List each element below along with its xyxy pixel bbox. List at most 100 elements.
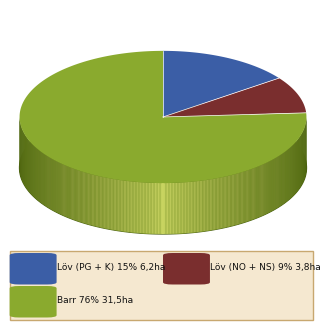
Polygon shape: [147, 183, 149, 234]
Polygon shape: [210, 179, 211, 230]
Polygon shape: [30, 142, 31, 194]
Polygon shape: [102, 177, 104, 228]
Polygon shape: [56, 161, 57, 212]
Polygon shape: [75, 169, 77, 221]
Polygon shape: [80, 171, 82, 222]
Polygon shape: [94, 175, 96, 226]
Polygon shape: [40, 151, 41, 203]
Polygon shape: [161, 183, 162, 234]
Polygon shape: [77, 170, 78, 221]
Polygon shape: [72, 168, 73, 219]
Polygon shape: [217, 178, 218, 229]
Polygon shape: [304, 127, 305, 180]
Polygon shape: [248, 170, 249, 221]
Polygon shape: [129, 181, 131, 232]
Polygon shape: [221, 177, 222, 228]
Polygon shape: [149, 183, 150, 234]
Polygon shape: [218, 178, 219, 229]
Polygon shape: [133, 182, 136, 233]
Polygon shape: [31, 143, 32, 195]
Polygon shape: [65, 165, 66, 216]
Polygon shape: [215, 178, 217, 230]
Polygon shape: [303, 130, 304, 183]
Polygon shape: [204, 180, 205, 231]
Polygon shape: [266, 162, 267, 214]
Polygon shape: [201, 181, 202, 231]
Polygon shape: [164, 183, 165, 234]
Polygon shape: [126, 181, 128, 232]
Polygon shape: [93, 175, 94, 226]
Polygon shape: [134, 182, 135, 233]
Polygon shape: [301, 134, 302, 186]
Polygon shape: [37, 149, 38, 200]
Polygon shape: [277, 156, 278, 208]
Polygon shape: [295, 142, 296, 194]
Polygon shape: [272, 159, 273, 211]
Polygon shape: [191, 182, 194, 233]
Polygon shape: [27, 138, 28, 190]
Polygon shape: [174, 183, 176, 234]
Polygon shape: [82, 171, 83, 223]
Polygon shape: [251, 169, 252, 220]
Polygon shape: [264, 163, 265, 215]
Polygon shape: [295, 141, 297, 193]
Polygon shape: [281, 154, 283, 206]
Polygon shape: [90, 174, 92, 225]
Polygon shape: [61, 163, 62, 215]
Polygon shape: [247, 170, 248, 221]
Polygon shape: [186, 182, 188, 233]
Polygon shape: [285, 151, 286, 203]
FancyBboxPatch shape: [163, 253, 210, 285]
Polygon shape: [298, 138, 299, 190]
Polygon shape: [211, 179, 213, 230]
Polygon shape: [185, 182, 186, 233]
Polygon shape: [48, 156, 49, 208]
Polygon shape: [126, 181, 129, 232]
Polygon shape: [294, 143, 295, 195]
Polygon shape: [160, 183, 163, 234]
Polygon shape: [295, 142, 296, 194]
Polygon shape: [305, 124, 306, 176]
Polygon shape: [220, 177, 223, 229]
Polygon shape: [274, 158, 275, 210]
Polygon shape: [289, 148, 290, 199]
Polygon shape: [291, 146, 292, 197]
Polygon shape: [200, 181, 201, 232]
Polygon shape: [58, 162, 59, 213]
Polygon shape: [29, 141, 30, 192]
Polygon shape: [213, 179, 214, 230]
Polygon shape: [109, 178, 111, 230]
Polygon shape: [60, 163, 61, 214]
Polygon shape: [267, 162, 268, 213]
Polygon shape: [159, 183, 161, 234]
Polygon shape: [67, 166, 68, 217]
Polygon shape: [197, 181, 198, 232]
Polygon shape: [150, 183, 153, 234]
Polygon shape: [132, 182, 134, 232]
Polygon shape: [179, 183, 180, 233]
Polygon shape: [122, 180, 124, 231]
Polygon shape: [271, 160, 272, 211]
Polygon shape: [82, 171, 85, 223]
Polygon shape: [241, 171, 244, 223]
Polygon shape: [275, 157, 276, 209]
Polygon shape: [26, 137, 27, 189]
Polygon shape: [77, 170, 80, 222]
Polygon shape: [292, 145, 293, 197]
Polygon shape: [217, 178, 220, 229]
Polygon shape: [258, 166, 259, 217]
Polygon shape: [113, 179, 115, 230]
Polygon shape: [90, 174, 92, 225]
Polygon shape: [289, 148, 290, 199]
Polygon shape: [138, 182, 140, 233]
Polygon shape: [104, 177, 105, 228]
Polygon shape: [291, 146, 292, 197]
Polygon shape: [214, 178, 217, 230]
Polygon shape: [57, 161, 58, 213]
FancyBboxPatch shape: [10, 286, 57, 318]
Polygon shape: [146, 183, 147, 233]
Polygon shape: [121, 180, 122, 231]
Polygon shape: [168, 183, 170, 234]
Polygon shape: [111, 179, 112, 230]
Polygon shape: [59, 162, 60, 214]
